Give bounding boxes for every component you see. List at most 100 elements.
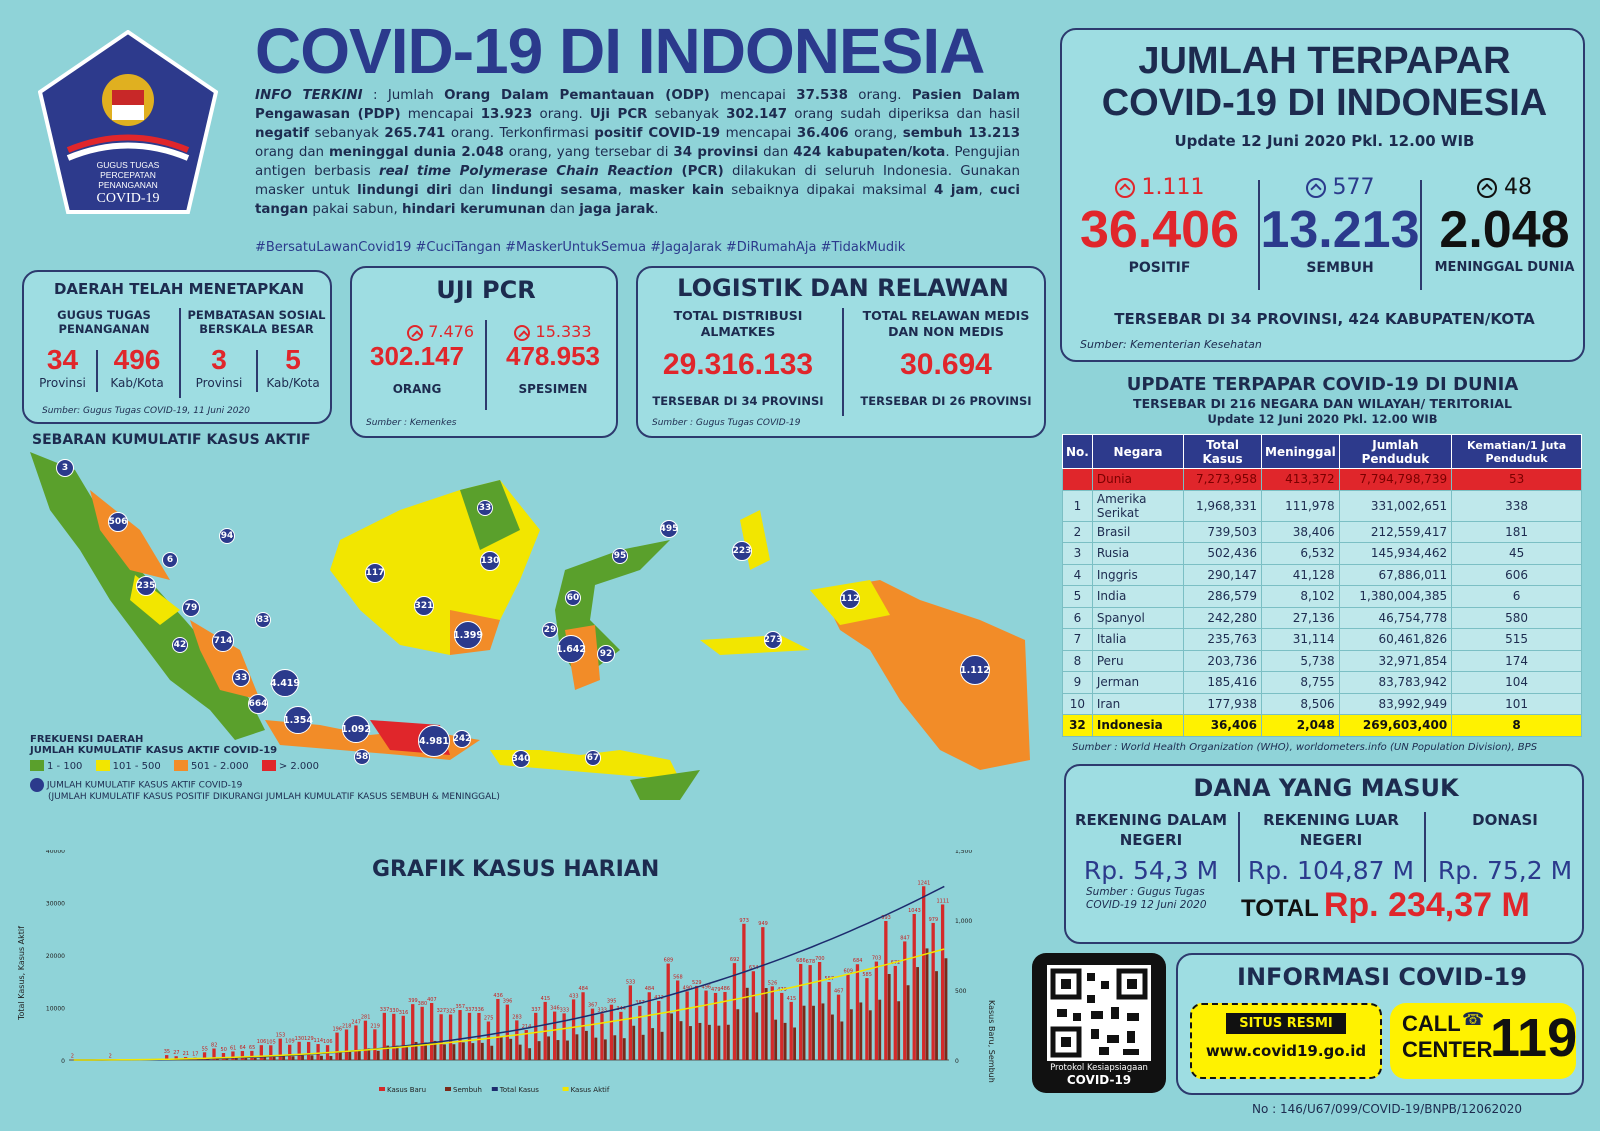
sembuh-bar (736, 1009, 740, 1060)
table-header: Jumlah Penduduk (1338, 434, 1453, 469)
sembuh-bar (234, 1058, 238, 1060)
kasus-baru-label: 415 (541, 996, 551, 1002)
sembuh-label: SEMBUH (1306, 260, 1374, 276)
map-case-dot: 1.642 (556, 635, 586, 663)
map-case-dot: 242 (453, 730, 471, 748)
table-row: 5 India 286,579 8,102 1,380,004,385 6 (1062, 585, 1582, 608)
info-terkini: INFO TERKINI : Jumlah Orang Dalam Pemant… (255, 88, 1021, 217)
kasus-baru-label: 1043 (908, 908, 921, 914)
kasus-baru-label: 979 (929, 917, 939, 923)
table-cell: 1 (1062, 489, 1093, 522)
table-cell: 739,503 (1183, 520, 1263, 543)
meninggal-value: 2.048 (1439, 201, 1570, 259)
table-cell: Brasil (1091, 520, 1185, 543)
table-cell: 32,971,854 (1338, 649, 1453, 672)
kasus-baru-bar (316, 1044, 320, 1060)
kasus-baru-bar (619, 1011, 623, 1060)
kasus-baru-bar (202, 1052, 207, 1060)
kasus-baru-label: 484 (645, 986, 655, 992)
daerah-v1: 34 (46, 344, 79, 375)
kasus-baru-label: 109 (285, 1039, 295, 1045)
sembuh-bar (443, 1044, 446, 1060)
kasus-baru-label: 529 (692, 980, 702, 986)
terpapar-spread: TERSEBAR DI 34 PROVINSI, 424 KABUPATEN/K… (1114, 310, 1535, 328)
meninggal-label: MENINGGAL DUNIA (1434, 260, 1575, 275)
dana-c1-label: REKENING DALAM NEGERI (1074, 811, 1228, 849)
table-cell: 235,763 (1183, 628, 1263, 651)
sembuh-bar (509, 1038, 513, 1060)
legend-swatches: 1 - 100 101 - 500 501 - 2.000 > 2.000 (30, 760, 500, 772)
call-center-badge[interactable]: CALL CENTER ☎ 119 (1390, 1003, 1578, 1079)
table-cell: 6 (1062, 606, 1093, 629)
legend-title-2: JUMLAH KUMULATIF KASUS AKTIF COVID-19 (30, 745, 278, 756)
sembuh-bar (660, 1031, 664, 1060)
kasus-baru-label: 700 (815, 956, 825, 962)
sembuh-bar (357, 1050, 361, 1060)
sembuh-bar (887, 974, 891, 1060)
kasus-baru-bar (628, 985, 633, 1060)
daerah-v3: 3 (211, 344, 227, 375)
kasus-baru-bar (458, 1010, 462, 1060)
call-number[interactable]: 119 (1490, 1008, 1578, 1068)
pcr-l2: SPESIMEN (518, 382, 588, 396)
sembuh-bar (395, 1045, 399, 1060)
sembuh-bar (386, 1045, 390, 1060)
map-case-dot: 235 (136, 576, 156, 596)
kasus-aktif-line (73, 948, 945, 1061)
sembuh-bar (253, 1057, 257, 1060)
sembuh-bar (755, 1012, 759, 1060)
sembuh-bar (471, 1043, 475, 1060)
kasus-baru-bar (496, 998, 500, 1060)
sembuh-bar (868, 1010, 872, 1060)
map-case-dot: 495 (660, 520, 678, 538)
kasus-baru-bar (562, 1013, 566, 1060)
informasi-panel: INFORMASI COVID-19 SITUS RESMI www.covid… (1176, 953, 1584, 1095)
pcr-panel: UJI PCR 7.476 302.147 ORANG 15.333 478.9… (350, 266, 618, 438)
sembuh-bar (282, 1054, 286, 1060)
dana-c2-label: REKENING LUAR NEGERI (1263, 811, 1399, 849)
kasus-baru-bar (638, 1005, 642, 1060)
table-row: Dunia 7,273,958 413,372 7,794,798,739 53 (1062, 468, 1582, 491)
sembuh-bar (859, 1002, 863, 1060)
daily-cases-chart: 0 10000 20000 30000 40000 0 500 1,000 1,500 Total… (14, 848, 1014, 1120)
doc-number: No : 146/U67/099/COVID-19/BNPB/12062020 (1252, 1102, 1523, 1116)
kasus-baru-label: 949 (758, 921, 768, 927)
world-update: Update 12 Juni 2020 Pkl. 12.00 WIB (1207, 412, 1438, 426)
table-cell: 31,114 (1261, 628, 1340, 651)
y-tick-label: 10000 (46, 1006, 65, 1013)
map-case-dot: 112 (840, 589, 860, 609)
kasus-baru-label: 496 (702, 985, 712, 991)
table-cell: Rusia (1091, 542, 1185, 565)
kasus-baru-label: 585 (862, 972, 872, 978)
dana-c3-value: Rp. 75,2 M (1437, 856, 1573, 885)
kasus-baru-label: 357 (455, 1004, 465, 1010)
positif-delta-row: 1.111 (1062, 175, 1257, 200)
world-source: Sumber : World Health Organization (WHO)… (1072, 742, 1538, 753)
table-row: 1 Amerika Serikat 1,968,331 111,978 331,002,… (1062, 489, 1582, 522)
logo-line-4: COVID-19 (96, 191, 160, 206)
table-cell: Inggris (1091, 563, 1185, 586)
kasus-baru-bar (609, 1004, 614, 1060)
map-title: SEBARAN KUMULATIF KASUS AKTIF (32, 432, 311, 448)
sembuh-bar (774, 1019, 778, 1060)
qr-card[interactable]: Protokol Kesiapsiagaan COVID-19 (1032, 953, 1166, 1093)
kasus-baru-bar (940, 904, 945, 1060)
kasus-baru-label: 568 (673, 974, 683, 980)
positif-label: POSITIF (1128, 260, 1191, 276)
kasus-baru-label: 484 (579, 986, 589, 992)
table-cell: 104 (1451, 671, 1582, 694)
logo-line-3: PENANGANAN (98, 180, 158, 190)
legend-label: Kasus Baru (387, 1086, 426, 1094)
sembuh-bar (726, 1024, 730, 1060)
kasus-baru-label: 327 (437, 1008, 447, 1014)
pcr-d2: 15.333 (535, 322, 592, 341)
sembuh-bar (632, 1025, 636, 1060)
map-case-dot: 4.981 (418, 725, 450, 757)
situs-url[interactable]: www.covid19.go.id (1205, 1042, 1367, 1060)
informasi-title: INFORMASI COVID-19 (1237, 963, 1527, 991)
kasus-baru-bar (382, 1012, 386, 1060)
situs-resmi-badge[interactable]: SITUS RESMI www.covid19.go.id (1190, 1003, 1382, 1079)
kasus-baru-bar (780, 992, 784, 1060)
kasus-baru-bar (335, 1032, 339, 1060)
table-cell: 515 (1451, 628, 1582, 651)
